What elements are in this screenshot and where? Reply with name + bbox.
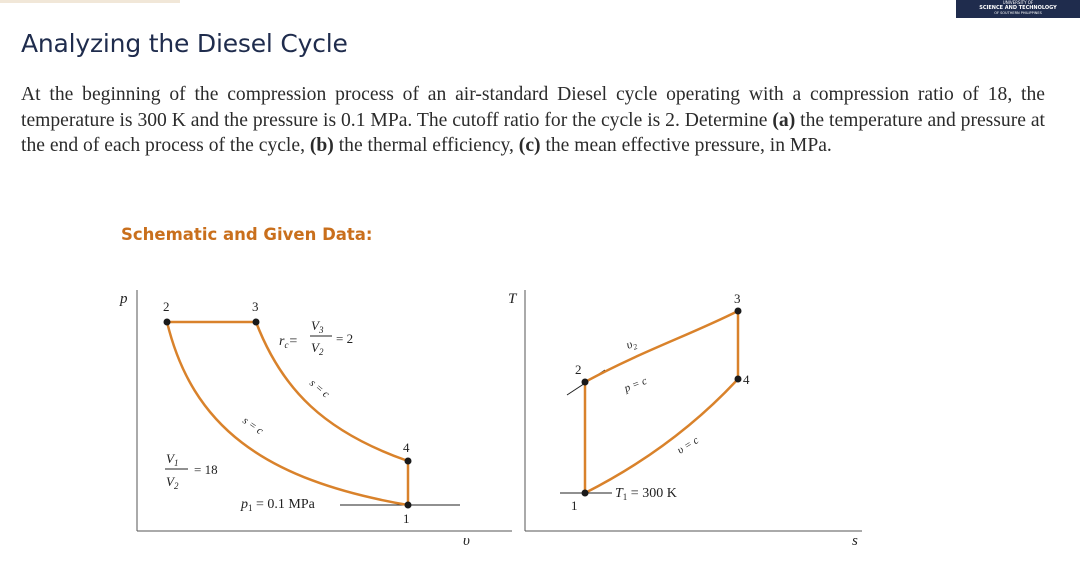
ts-x-label: s bbox=[852, 533, 858, 549]
p1-label: p1 = 0.1 MPa bbox=[240, 497, 316, 513]
ts-y-label: T bbox=[508, 291, 518, 307]
slide-title: Analyzing the Diesel Cycle bbox=[21, 29, 348, 58]
pv-y-label: p bbox=[119, 291, 128, 307]
compression-ratio-label: V1 V2 = 18 bbox=[165, 451, 218, 491]
pv-state-4-label: 4 bbox=[403, 440, 410, 455]
ts-diagram: T s 1 2 3 4 υ2 p = c υ = c T1 = 300 K bbox=[508, 290, 862, 549]
pv-compression-curve bbox=[165, 321, 409, 507]
t1-label: T1 = 300 K bbox=[615, 486, 677, 502]
ts-state-1-point bbox=[581, 489, 589, 497]
svg-text:= 2: = 2 bbox=[336, 331, 353, 346]
ts-state-3-point bbox=[734, 307, 742, 315]
svg-text:V2: V2 bbox=[311, 340, 324, 357]
pv-state-2-point bbox=[163, 318, 171, 326]
ts-heat-rejection-curve bbox=[584, 378, 739, 495]
ts-state-3-label: 3 bbox=[734, 291, 741, 306]
ts-state-2-label: 2 bbox=[575, 362, 582, 377]
pv-state-3-point bbox=[252, 318, 260, 326]
pv-state-2-label: 2 bbox=[163, 299, 170, 314]
pv-state-1-label: 1 bbox=[403, 511, 410, 526]
pv-expansion-curve bbox=[254, 321, 409, 463]
ts-v2-label: υ2 bbox=[624, 335, 638, 353]
schematic-heading: Schematic and Given Data: bbox=[121, 225, 373, 244]
svg-text:= 18: = 18 bbox=[194, 462, 218, 477]
problem-statement: At the beginning of the compression proc… bbox=[21, 84, 1045, 156]
ts-p-const-label: p = c bbox=[622, 375, 649, 395]
ts-state-4-label: 4 bbox=[743, 372, 750, 387]
pv-x-label: υ bbox=[463, 533, 470, 549]
pv-state-1-point bbox=[404, 501, 412, 509]
ts-state-1-label: 1 bbox=[571, 498, 578, 513]
ts-state-2-point bbox=[581, 378, 589, 386]
top-accent-line bbox=[0, 0, 180, 3]
university-logo: UNIVERSITY OF SCIENCE AND TECHNOLOGY OF … bbox=[956, 0, 1080, 18]
pv-state-3-label: 3 bbox=[252, 299, 259, 314]
svg-text:rc=: rc= bbox=[279, 334, 298, 350]
ts-heat-addition-curve bbox=[584, 309, 739, 384]
pv-isentrope-lower-label: s = c bbox=[240, 415, 265, 438]
pv-state-4-point bbox=[404, 457, 412, 465]
ts-state-4-point bbox=[734, 375, 742, 383]
svg-text:V1: V1 bbox=[166, 451, 178, 468]
pv-diagram: p υ 2 3 4 1 rc= V3 V2 = 2 s = c s = c bbox=[119, 290, 512, 549]
svg-text:V2: V2 bbox=[166, 474, 179, 491]
svg-text:V3: V3 bbox=[311, 318, 324, 335]
pv-isentrope-upper-label: s = c bbox=[307, 377, 332, 400]
cutoff-ratio-label: rc= V3 V2 = 2 bbox=[279, 318, 353, 357]
ts-v-const-label: υ = c bbox=[675, 434, 701, 456]
